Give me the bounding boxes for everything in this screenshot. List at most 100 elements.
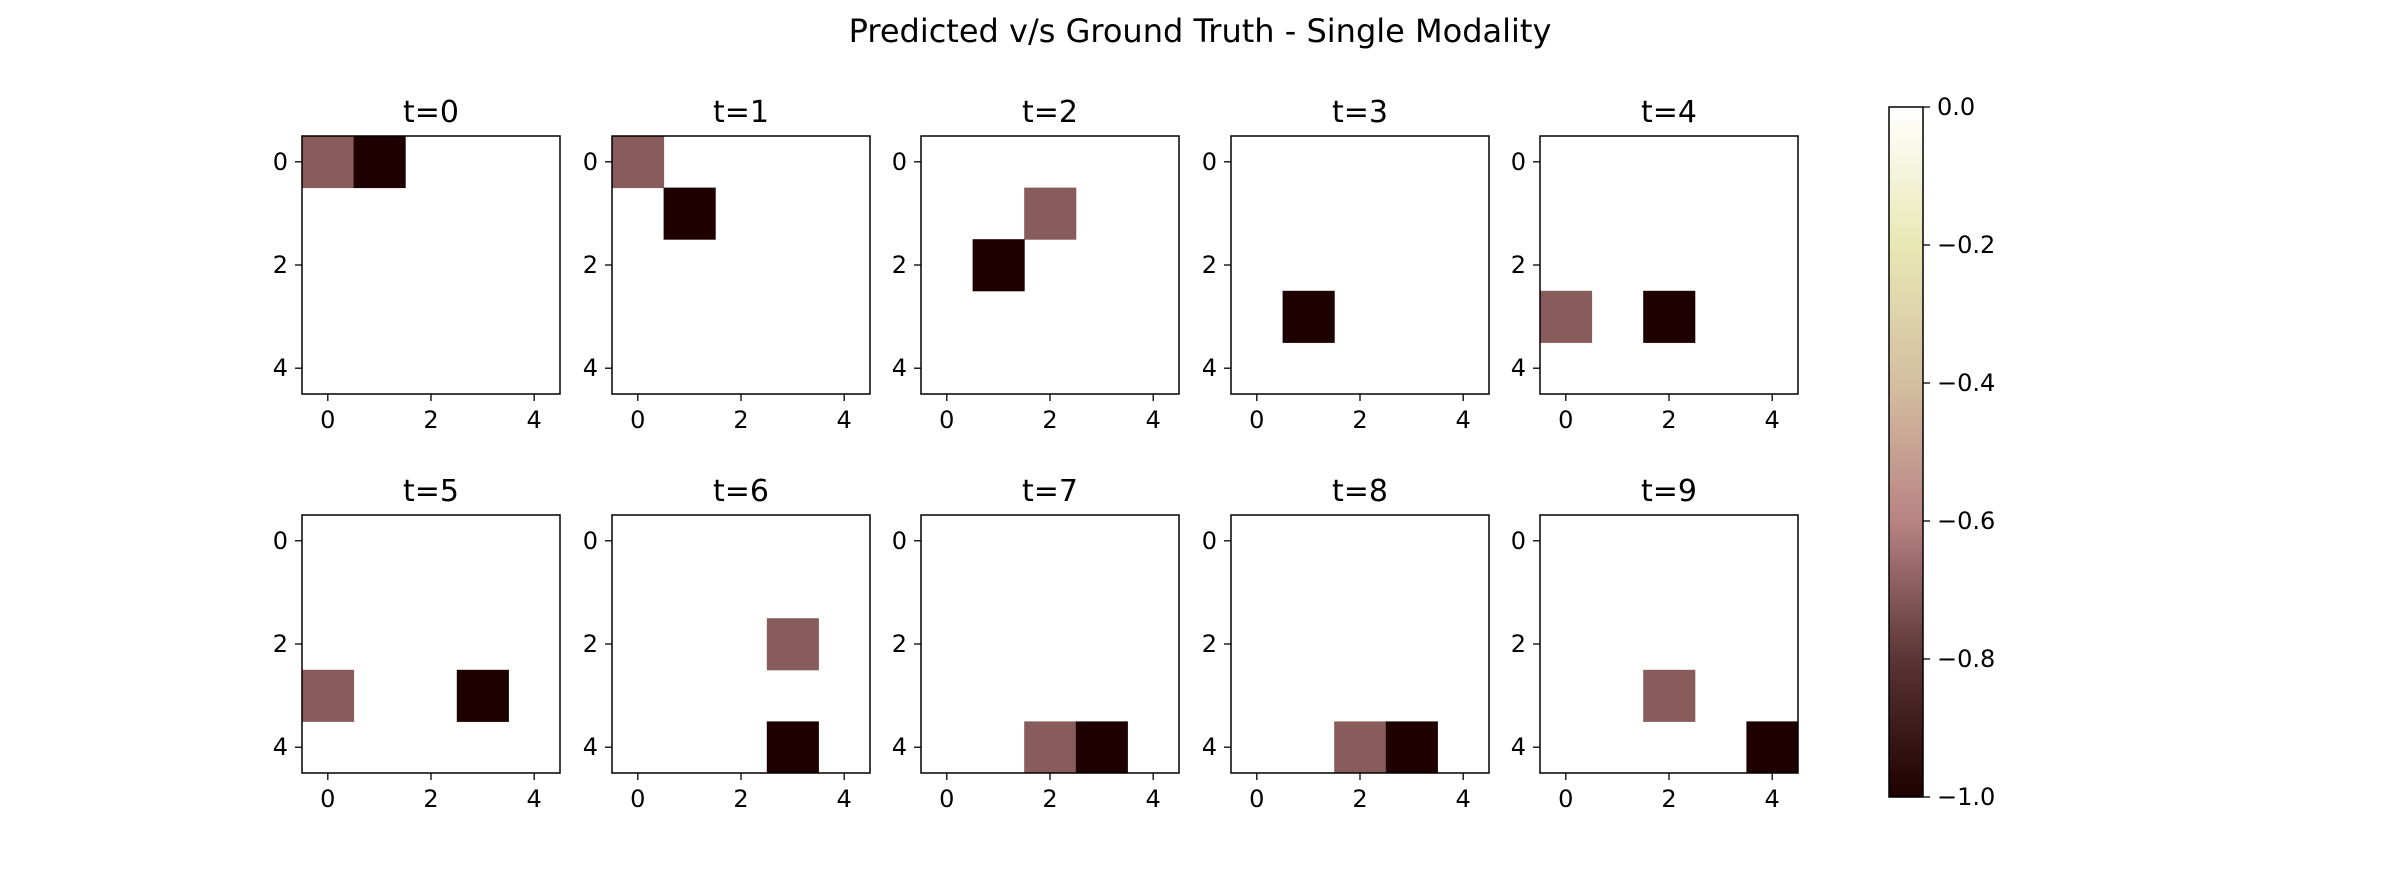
- x-tick-label: 0: [1249, 785, 1264, 813]
- x-tick-label: 4: [1765, 785, 1780, 813]
- x-tick-label: 0: [1249, 406, 1264, 434]
- y-tick-label: 2: [583, 251, 598, 279]
- x-tick-label: 0: [939, 406, 954, 434]
- heatmap-panel: t=7 0 0 2 2 4 4: [892, 474, 1180, 813]
- x-tick-label: 4: [527, 406, 542, 434]
- y-tick-label: 2: [892, 251, 907, 279]
- x-tick-label: 4: [1146, 785, 1161, 813]
- heatmap-panel: t=1 0 0 2 2 4 4: [583, 95, 871, 434]
- y-tick-label: 0: [1511, 148, 1526, 176]
- y-tick-label: 2: [892, 630, 907, 658]
- x-tick-label: 4: [837, 785, 852, 813]
- panel-title: t=2: [1022, 95, 1078, 130]
- y-tick-label: 0: [273, 148, 288, 176]
- colorbar-tick-label: −0.2: [1937, 231, 1995, 259]
- y-tick-label: 0: [583, 148, 598, 176]
- y-tick-label: 0: [892, 148, 907, 176]
- panel-background: [612, 515, 870, 773]
- x-tick-label: 2: [423, 406, 438, 434]
- x-tick-label: 4: [1456, 406, 1471, 434]
- figure-title: Predicted v/s Ground Truth - Single Moda…: [849, 12, 1552, 50]
- x-tick-label: 0: [1558, 406, 1573, 434]
- panel-background: [921, 136, 1179, 394]
- y-tick-label: 4: [892, 733, 907, 761]
- heatmap-panel: t=4 0 0 2 2 4 4: [1511, 95, 1799, 434]
- panel-background: [302, 515, 560, 773]
- heatmap-cell: [663, 187, 716, 240]
- panel-title: t=4: [1641, 95, 1697, 130]
- heatmap-cell: [972, 239, 1025, 292]
- y-tick-label: 0: [583, 527, 598, 555]
- colorbar: 0.0 −0.2 −0.4 −0.6 −0.8 −1.0: [1888, 93, 1995, 811]
- y-tick-label: 4: [583, 733, 598, 761]
- heatmap-cell: [1334, 721, 1387, 774]
- panel-title: t=1: [713, 95, 769, 130]
- y-tick-label: 0: [1202, 527, 1217, 555]
- y-tick-label: 2: [1202, 630, 1217, 658]
- colorbar-frame: [1888, 106, 1924, 798]
- heatmap-panel: t=2 0 0 2 2 4 4: [892, 95, 1180, 434]
- panel-background: [1540, 136, 1798, 394]
- panel-title: t=5: [403, 474, 459, 509]
- colorbar-tick-label: −0.6: [1937, 507, 1995, 535]
- heatmap-cell: [456, 669, 509, 722]
- colorbar-tick-label: −0.8: [1937, 645, 1995, 673]
- heatmap-panel: t=0 0 0 2 2 4 4: [273, 95, 561, 434]
- y-tick-label: 2: [1511, 251, 1526, 279]
- x-tick-label: 2: [1661, 785, 1676, 813]
- heatmap-cell: [1746, 721, 1799, 774]
- y-tick-label: 0: [273, 527, 288, 555]
- heatmap-panel: t=3 0 0 2 2 4 4: [1202, 95, 1490, 434]
- heatmap-panel: t=9 0 0 2 2 4 4: [1511, 474, 1799, 813]
- heatmap-cell: [1385, 721, 1438, 774]
- x-tick-label: 2: [733, 785, 748, 813]
- colorbar-gradient: [1889, 107, 1923, 797]
- y-tick-label: 4: [892, 354, 907, 382]
- heatmap-cell: [1075, 721, 1128, 774]
- x-tick-label: 2: [733, 406, 748, 434]
- x-tick-label: 4: [1146, 406, 1161, 434]
- heatmap-cell: [1282, 290, 1335, 343]
- y-tick-label: 4: [583, 354, 598, 382]
- heatmap-panels: t=0 0 0 2 2 4 4 t=1 0 0 2 2 4 4 t=2 0 0 2 2 4 4 t=3 0 0 2 2 4 4 t=4 0…: [273, 95, 1799, 813]
- y-tick-label: 0: [1511, 527, 1526, 555]
- heatmap-panel: t=8 0 0 2 2 4 4: [1202, 474, 1490, 813]
- x-tick-label: 2: [1042, 406, 1057, 434]
- heatmap-cell: [302, 669, 355, 722]
- heatmap-cell: [1643, 669, 1696, 722]
- panel-background: [1231, 136, 1489, 394]
- heatmap-cell: [612, 136, 665, 189]
- colorbar-tick-label: −1.0: [1937, 783, 1995, 811]
- colorbar-tick-label: −0.4: [1937, 369, 1995, 397]
- y-tick-label: 2: [583, 630, 598, 658]
- y-tick-label: 0: [1202, 148, 1217, 176]
- y-tick-label: 4: [1202, 354, 1217, 382]
- x-tick-label: 4: [527, 785, 542, 813]
- heatmap-cell: [353, 136, 406, 189]
- x-tick-label: 4: [1456, 785, 1471, 813]
- y-tick-label: 2: [273, 251, 288, 279]
- heatmap-cell: [1540, 290, 1593, 343]
- y-tick-label: 2: [1202, 251, 1217, 279]
- x-tick-label: 0: [939, 785, 954, 813]
- heatmap-cell: [302, 136, 355, 189]
- x-tick-label: 2: [423, 785, 438, 813]
- y-tick-label: 2: [1511, 630, 1526, 658]
- x-tick-label: 4: [1765, 406, 1780, 434]
- y-tick-label: 0: [892, 527, 907, 555]
- heatmap-cell: [1024, 721, 1077, 774]
- x-tick-label: 0: [320, 406, 335, 434]
- panel-title: t=9: [1641, 474, 1697, 509]
- y-tick-label: 2: [273, 630, 288, 658]
- x-tick-label: 4: [837, 406, 852, 434]
- panel-title: t=0: [403, 95, 459, 130]
- x-tick-label: 0: [1558, 785, 1573, 813]
- panel-title: t=7: [1022, 474, 1078, 509]
- y-tick-label: 4: [1202, 733, 1217, 761]
- colorbar-tick-label: 0.0: [1937, 93, 1975, 121]
- x-tick-label: 0: [630, 785, 645, 813]
- y-tick-label: 4: [273, 354, 288, 382]
- heatmap-cell: [766, 618, 819, 671]
- panel-title: t=6: [713, 474, 769, 509]
